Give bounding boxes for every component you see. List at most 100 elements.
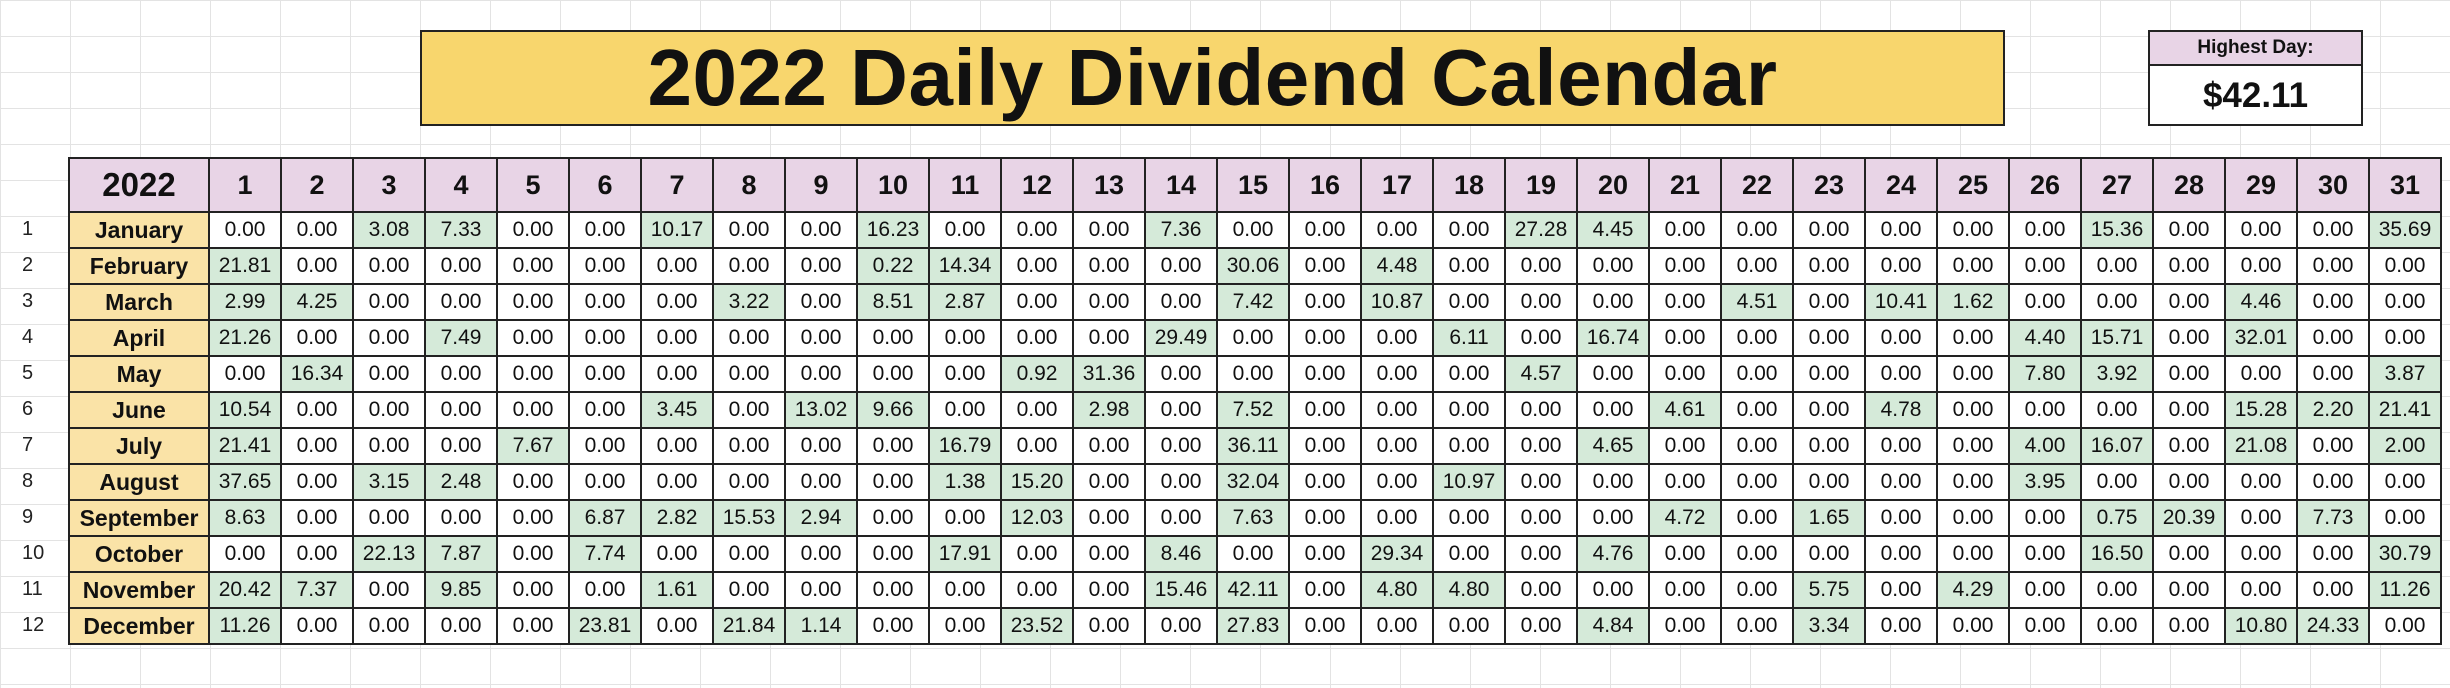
dividend-cell[interactable]: 0.00 bbox=[496, 283, 570, 321]
dividend-cell[interactable]: 0.00 bbox=[1000, 535, 1074, 573]
dividend-cell[interactable]: 0.00 bbox=[1216, 211, 1290, 249]
dividend-cell[interactable]: 4.29 bbox=[1936, 571, 2010, 609]
dividend-cell[interactable]: 0.00 bbox=[2008, 247, 2082, 285]
dividend-cell[interactable]: 0.00 bbox=[1360, 355, 1434, 393]
dividend-cell[interactable]: 8.63 bbox=[208, 499, 282, 537]
dividend-cell[interactable]: 32.04 bbox=[1216, 463, 1290, 501]
dividend-cell[interactable]: 0.00 bbox=[2296, 463, 2370, 501]
dividend-cell[interactable]: 0.00 bbox=[1144, 499, 1218, 537]
dividend-cell[interactable]: 0.00 bbox=[1576, 463, 1650, 501]
dividend-cell[interactable]: 0.00 bbox=[2368, 319, 2442, 357]
dividend-cell[interactable]: 4.84 bbox=[1576, 607, 1650, 645]
dividend-cell[interactable]: 0.00 bbox=[1720, 319, 1794, 357]
dividend-cell[interactable]: 0.00 bbox=[424, 427, 498, 465]
dividend-cell[interactable]: 0.00 bbox=[1360, 607, 1434, 645]
dividend-cell[interactable]: 6.11 bbox=[1432, 319, 1506, 357]
dividend-cell[interactable]: 0.00 bbox=[1000, 427, 1074, 465]
row-number[interactable]: 2 bbox=[22, 254, 34, 276]
dividend-cell[interactable]: 0.00 bbox=[784, 319, 858, 357]
month-cell[interactable]: May bbox=[68, 355, 210, 393]
dividend-cell[interactable]: 0.00 bbox=[1936, 211, 2010, 249]
dividend-cell[interactable]: 4.78 bbox=[1864, 391, 1938, 429]
dividend-cell[interactable]: 0.00 bbox=[1864, 355, 1938, 393]
dividend-cell[interactable]: 0.00 bbox=[1072, 427, 1146, 465]
dividend-cell[interactable]: 0.00 bbox=[1144, 607, 1218, 645]
dividend-cell[interactable]: 2.20 bbox=[2296, 391, 2370, 429]
dividend-cell[interactable]: 0.00 bbox=[496, 499, 570, 537]
day-header-cell[interactable]: 24 bbox=[1864, 157, 1938, 213]
dividend-cell[interactable]: 0.00 bbox=[1504, 463, 1578, 501]
dividend-cell[interactable]: 2.87 bbox=[928, 283, 1002, 321]
row-number[interactable]: 4 bbox=[22, 326, 34, 348]
dividend-cell[interactable]: 3.15 bbox=[352, 463, 426, 501]
dividend-cell[interactable]: 0.00 bbox=[280, 463, 354, 501]
dividend-cell[interactable]: 0.00 bbox=[280, 319, 354, 357]
dividend-cell[interactable]: 0.00 bbox=[1576, 571, 1650, 609]
day-header-cell[interactable]: 29 bbox=[2224, 157, 2298, 213]
dividend-cell[interactable]: 8.51 bbox=[856, 283, 930, 321]
dividend-cell[interactable]: 0.00 bbox=[424, 499, 498, 537]
dividend-cell[interactable]: 21.81 bbox=[208, 247, 282, 285]
day-header-cell[interactable]: 11 bbox=[928, 157, 1002, 213]
dividend-cell[interactable]: 0.00 bbox=[568, 355, 642, 393]
dividend-cell[interactable]: 5.75 bbox=[1792, 571, 1866, 609]
dividend-cell[interactable]: 0.00 bbox=[1288, 355, 1362, 393]
dividend-cell[interactable]: 0.00 bbox=[1072, 571, 1146, 609]
dividend-cell[interactable]: 16.79 bbox=[928, 427, 1002, 465]
dividend-cell[interactable]: 30.06 bbox=[1216, 247, 1290, 285]
dividend-cell[interactable]: 29.49 bbox=[1144, 319, 1218, 357]
day-header-cell[interactable]: 3 bbox=[352, 157, 426, 213]
dividend-cell[interactable]: 0.00 bbox=[1288, 499, 1362, 537]
dividend-cell[interactable]: 0.00 bbox=[352, 391, 426, 429]
dividend-cell[interactable]: 7.33 bbox=[424, 211, 498, 249]
dividend-cell[interactable]: 0.00 bbox=[1144, 427, 1218, 465]
dividend-cell[interactable]: 0.00 bbox=[1000, 391, 1074, 429]
dividend-cell[interactable]: 0.00 bbox=[2296, 211, 2370, 249]
dividend-cell[interactable]: 15.46 bbox=[1144, 571, 1218, 609]
dividend-cell[interactable]: 0.00 bbox=[1792, 319, 1866, 357]
day-header-cell[interactable]: 26 bbox=[2008, 157, 2082, 213]
dividend-cell[interactable]: 0.00 bbox=[928, 211, 1002, 249]
dividend-cell[interactable]: 4.72 bbox=[1648, 499, 1722, 537]
dividend-cell[interactable]: 7.87 bbox=[424, 535, 498, 573]
dividend-cell[interactable]: 0.00 bbox=[1216, 355, 1290, 393]
dividend-cell[interactable]: 0.00 bbox=[856, 571, 930, 609]
dividend-cell[interactable]: 0.00 bbox=[1288, 319, 1362, 357]
dividend-cell[interactable]: 0.00 bbox=[1288, 571, 1362, 609]
dividend-cell[interactable]: 0.00 bbox=[1288, 247, 1362, 285]
dividend-cell[interactable]: 0.00 bbox=[1792, 247, 1866, 285]
day-header-cell[interactable]: 6 bbox=[568, 157, 642, 213]
dividend-cell[interactable]: 15.28 bbox=[2224, 391, 2298, 429]
dividend-cell[interactable]: 0.00 bbox=[1720, 607, 1794, 645]
dividend-cell[interactable]: 0.00 bbox=[1720, 427, 1794, 465]
dividend-cell[interactable]: 0.00 bbox=[1432, 427, 1506, 465]
dividend-cell[interactable]: 0.00 bbox=[640, 319, 714, 357]
dividend-cell[interactable]: 0.00 bbox=[2080, 247, 2154, 285]
dividend-cell[interactable]: 0.00 bbox=[2008, 571, 2082, 609]
dividend-cell[interactable]: 0.00 bbox=[2152, 463, 2226, 501]
dividend-cell[interactable]: 0.00 bbox=[1792, 463, 1866, 501]
dividend-cell[interactable]: 16.34 bbox=[280, 355, 354, 393]
dividend-cell[interactable]: 0.00 bbox=[1072, 463, 1146, 501]
day-header-cell[interactable]: 10 bbox=[856, 157, 930, 213]
dividend-cell[interactable]: 0.00 bbox=[1576, 499, 1650, 537]
dividend-cell[interactable]: 0.00 bbox=[424, 283, 498, 321]
dividend-cell[interactable]: 7.74 bbox=[568, 535, 642, 573]
dividend-cell[interactable]: 4.46 bbox=[2224, 283, 2298, 321]
dividend-cell[interactable]: 4.57 bbox=[1504, 355, 1578, 393]
dividend-cell[interactable]: 3.22 bbox=[712, 283, 786, 321]
dividend-cell[interactable]: 0.00 bbox=[2152, 391, 2226, 429]
dividend-cell[interactable]: 0.00 bbox=[2080, 571, 2154, 609]
dividend-cell[interactable]: 0.00 bbox=[1936, 319, 2010, 357]
dividend-cell[interactable]: 0.00 bbox=[1648, 283, 1722, 321]
dividend-cell[interactable]: 0.00 bbox=[1720, 499, 1794, 537]
dividend-cell[interactable]: 0.00 bbox=[1504, 499, 1578, 537]
day-header-cell[interactable]: 1 bbox=[208, 157, 282, 213]
dividend-cell[interactable]: 16.50 bbox=[2080, 535, 2154, 573]
dividend-cell[interactable]: 0.00 bbox=[1072, 499, 1146, 537]
dividend-cell[interactable]: 1.61 bbox=[640, 571, 714, 609]
dividend-cell[interactable]: 0.00 bbox=[784, 355, 858, 393]
dividend-cell[interactable]: 0.00 bbox=[1000, 247, 1074, 285]
dividend-cell[interactable]: 4.45 bbox=[1576, 211, 1650, 249]
dividend-cell[interactable]: 0.00 bbox=[2296, 283, 2370, 321]
